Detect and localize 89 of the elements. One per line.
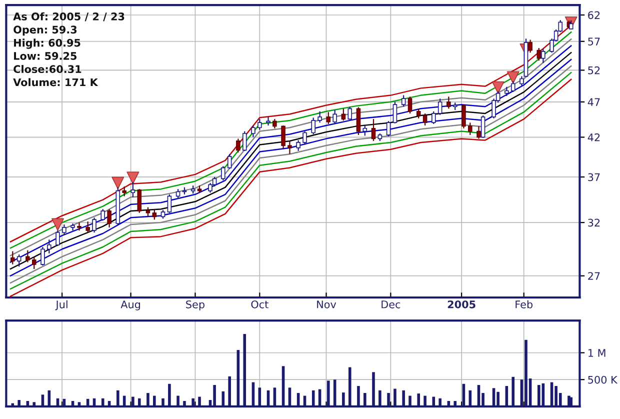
candlestick	[221, 166, 226, 181]
candlestick	[371, 118, 376, 142]
candlestick	[541, 48, 546, 64]
y-tick-label: 42	[588, 133, 600, 142]
y-tick-label: 27	[588, 272, 600, 280]
candlestick	[446, 96, 451, 110]
candlestick	[296, 140, 300, 152]
point	[506, 71, 520, 84]
candlestick	[362, 124, 368, 136]
candlestick	[146, 206, 150, 218]
candlestick	[130, 182, 136, 198]
annotation: Volume: 171 K	[13, 78, 98, 86]
y-tick-label: 32	[588, 218, 600, 227]
x-tick-label: Feb	[516, 300, 533, 308]
candlestick	[408, 96, 412, 114]
x-tick-label: Dec	[382, 300, 400, 308]
candlestick	[258, 118, 262, 130]
candlestick	[536, 47, 542, 62]
candlestick	[281, 124, 286, 150]
candlestick	[56, 230, 60, 246]
candlestick	[504, 86, 509, 97]
candlestick	[107, 208, 112, 228]
candlestick	[528, 39, 532, 54]
candlestick	[100, 208, 105, 222]
y-tick-label: 37	[588, 173, 600, 182]
candlestick	[326, 112, 331, 125]
candlestick	[77, 222, 82, 232]
candlestick	[422, 112, 428, 126]
candlestick	[86, 220, 90, 234]
y-tick-label: 500 K	[588, 376, 618, 384]
candlestick	[32, 256, 36, 270]
candlestick	[510, 80, 516, 93]
candlestick	[348, 106, 352, 120]
candlestick	[167, 194, 172, 214]
candlestick	[92, 217, 96, 234]
x-tick-label: Oct	[251, 300, 268, 308]
point	[112, 176, 124, 190]
candlestick	[311, 117, 316, 135]
candlestick	[122, 186, 126, 197]
y-tick-label: 52	[588, 66, 600, 74]
candlestick	[386, 120, 391, 138]
candlestick	[302, 130, 307, 146]
candlestick	[152, 208, 157, 220]
candlestick	[26, 250, 30, 263]
x-tick-label: 2005	[448, 300, 476, 308]
annotation: Low: 59.25	[14, 52, 77, 60]
y-tick-label: 1 M	[588, 349, 606, 357]
annotation: High: 60.95	[14, 38, 80, 49]
x-tick-label: Jul	[55, 300, 68, 310]
candlestick	[520, 76, 524, 86]
candlestick	[416, 108, 421, 119]
candlestick	[137, 188, 142, 214]
candlestick	[176, 188, 180, 200]
candlestick	[272, 118, 277, 129]
candlestick	[266, 116, 270, 126]
candlestick	[62, 224, 66, 236]
point	[492, 81, 504, 94]
annotation: Open: 59.3	[14, 26, 77, 36]
annotation: As Of: 2005 / 2 / 23	[13, 12, 124, 22]
candlestick	[401, 94, 406, 108]
candlestick	[480, 114, 486, 138]
candlestick	[392, 101, 398, 124]
candlestick	[476, 126, 481, 140]
candlestick	[236, 138, 240, 154]
candlestick	[10, 250, 15, 265]
candlestick	[288, 140, 292, 155]
candlestick	[332, 109, 337, 124]
candlestick	[227, 154, 232, 170]
annotation: Close:60.31	[14, 64, 82, 74]
candlestick	[318, 110, 322, 124]
candlestick	[242, 130, 247, 152]
candlestick	[432, 110, 436, 125]
point	[52, 218, 64, 231]
y-tick-label: 62	[588, 11, 600, 20]
candlestick	[341, 108, 346, 122]
y-tick-label: 47	[588, 98, 600, 106]
candlestick	[356, 106, 361, 136]
candlestick	[47, 239, 52, 254]
candlestick	[16, 254, 22, 268]
candlestick	[251, 124, 256, 138]
candlestick	[40, 246, 45, 266]
candlestick	[438, 98, 442, 116]
candlestick	[468, 122, 472, 136]
x-tick-label: Aug	[120, 300, 140, 310]
point	[126, 172, 140, 184]
candlestick	[462, 104, 466, 129]
x-tick-label: Nov	[317, 300, 336, 308]
x-tick-label: Sep	[186, 300, 204, 310]
y-tick-label: 57	[588, 38, 600, 46]
